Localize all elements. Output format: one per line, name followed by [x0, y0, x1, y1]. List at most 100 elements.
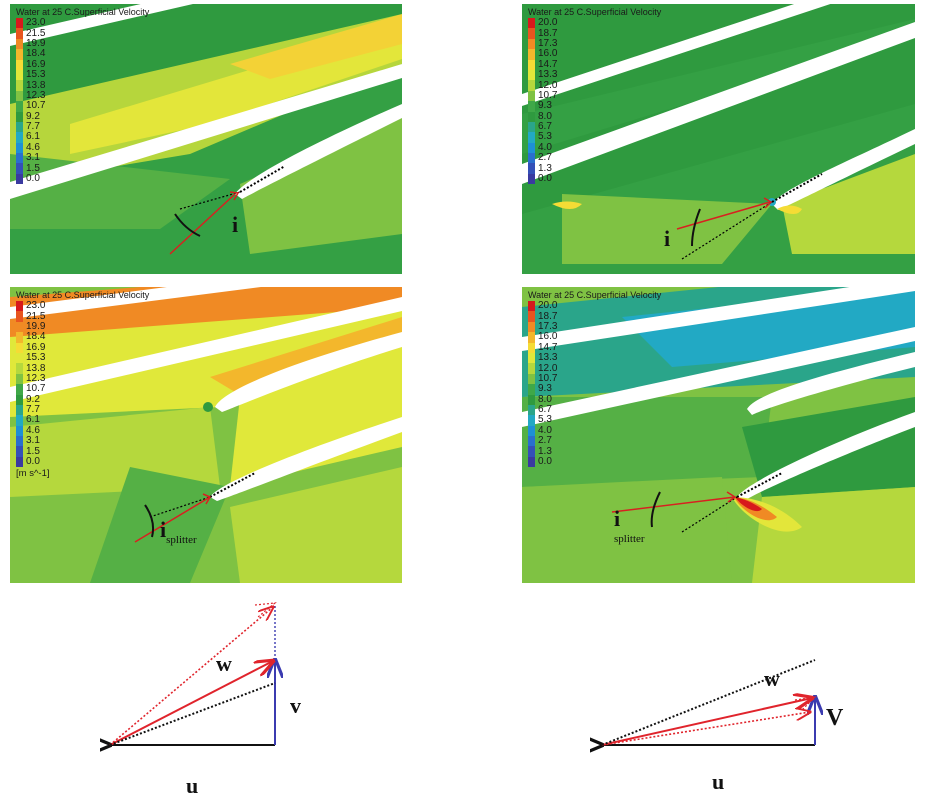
- legend-value: 9.3: [538, 383, 552, 395]
- legend-swatch: [528, 363, 535, 374]
- legend-row: 18.7: [528, 311, 557, 322]
- legend-value: 9.3: [538, 100, 552, 112]
- legend-value: 23.0: [26, 17, 46, 29]
- legend-row: 14.7: [528, 59, 557, 70]
- legend-row: 10.7: [528, 89, 558, 102]
- incidence-angle-label: i: [232, 212, 239, 237]
- legend-value: 12.0: [538, 362, 558, 374]
- legend-swatch: [16, 142, 23, 154]
- legend-swatch: [16, 18, 23, 29]
- legend-swatch: [528, 352, 535, 364]
- legend-swatch: [16, 425, 23, 437]
- legend-value: 8.0: [538, 393, 552, 405]
- legend-value: 15.3: [26, 352, 46, 364]
- legend-swatch: [16, 101, 23, 112]
- legend-unit: [m s^-1]: [16, 468, 50, 480]
- contour-field: [10, 4, 402, 274]
- legend-value: 1.5: [26, 445, 40, 457]
- legend-row: 1.3: [528, 163, 557, 174]
- legend-swatch: [16, 321, 23, 333]
- legend-value: 9.2: [26, 393, 40, 405]
- legend-value: 15.3: [26, 69, 46, 81]
- incidence-angle-label: i splitter: [614, 506, 645, 546]
- legend-swatch: [16, 332, 23, 343]
- legend-swatch: [528, 456, 535, 468]
- velocity-contour-panel-top-right: Water at 25 C.Superficial Velocity 20.0 1…: [522, 4, 915, 274]
- legend-value: 12.3: [26, 89, 46, 101]
- u-label: u: [712, 769, 725, 794]
- legend-value: 5.3: [538, 414, 552, 426]
- legend-swatch: [16, 446, 23, 457]
- legend-row: 0.0: [16, 456, 50, 468]
- incidence-angle-label: isplitter: [160, 517, 197, 546]
- legend-value: 21.5: [26, 27, 46, 39]
- legend-swatch: [528, 394, 535, 405]
- legend-row: 6.1: [16, 132, 45, 143]
- legend-row: 13.3: [528, 352, 558, 364]
- legend-value: 9.2: [26, 110, 40, 122]
- legend-row: 17.3: [528, 321, 557, 333]
- w-vector: [109, 661, 273, 746]
- legend-value: 13.3: [538, 352, 558, 364]
- legend-swatch: [528, 446, 535, 457]
- legend-value: 20.0: [538, 300, 558, 312]
- legend-value: 17.3: [538, 37, 558, 49]
- legend-swatch: [528, 18, 535, 29]
- legend-swatch: [528, 404, 535, 416]
- legend-value: 19.9: [26, 320, 46, 332]
- legend-swatch: [528, 69, 535, 81]
- legend-row: 12.3: [16, 373, 50, 385]
- velocity-triangle-right: [590, 659, 835, 760]
- legend-row: 5.3: [528, 132, 557, 143]
- legend-value: 16.0: [538, 48, 558, 60]
- legend-value: 0.0: [538, 173, 552, 185]
- legend-row: 18.4: [16, 49, 45, 60]
- panel-title: Water at 25 C.Superficial Velocity: [528, 290, 662, 300]
- v-label: V: [826, 705, 844, 731]
- velocity-triangle-left: [100, 602, 340, 760]
- legend-value: 16.0: [538, 331, 558, 343]
- legend-row: 19.9: [16, 320, 50, 333]
- legend-row: 13.8: [16, 80, 45, 91]
- legend-value: 4.6: [26, 424, 40, 436]
- legend-swatch: [528, 425, 535, 437]
- velocity-contour-panel-top-left: Water at 25 C.Superficial Velocity 23.0 2…: [10, 4, 402, 274]
- panel-title: Water at 25 C.Superficial Velocity: [16, 7, 150, 17]
- legend-swatch: [16, 436, 23, 447]
- legend-value: 10.7: [538, 372, 558, 384]
- legend-value: 21.5: [26, 310, 46, 322]
- legend-row: 10.7: [528, 372, 558, 385]
- legend-value: 18.7: [538, 27, 558, 39]
- u-label: u: [186, 773, 199, 798]
- legend-swatch: [528, 332, 535, 343]
- contour-field: [522, 4, 915, 274]
- legend-swatch: [528, 111, 535, 122]
- legend-row: 1.5: [16, 162, 45, 174]
- legend-value: 3.1: [26, 435, 40, 447]
- legend-value: 0.0: [538, 456, 552, 468]
- blade-angle-line: [601, 659, 816, 746]
- legend-swatch: [528, 311, 535, 322]
- legend-row: 0.0: [528, 456, 557, 468]
- legend-value: 10.7: [538, 89, 558, 101]
- legend-swatch: [528, 436, 535, 447]
- legend-row: 16.0: [528, 48, 558, 60]
- legend-value: 1.5: [26, 162, 40, 174]
- legend-row: 21.5: [16, 27, 46, 39]
- legend-swatch: [16, 415, 23, 426]
- legend-value: 12.0: [538, 79, 558, 91]
- legend-row: 12.3: [16, 89, 46, 102]
- legend-value: 1.3: [538, 445, 552, 457]
- incidence-angle-label: i: [664, 226, 671, 251]
- legend-swatch: [16, 404, 23, 416]
- w-vector: [601, 698, 812, 746]
- legend-swatch: [16, 38, 23, 50]
- legend-row: 6.7: [528, 404, 557, 416]
- legend-swatch: [528, 121, 535, 133]
- legend-swatch: [16, 363, 23, 374]
- legend-row: 13.8: [16, 363, 50, 374]
- legend-value: 23.0: [26, 300, 46, 312]
- legend-value: 7.7: [26, 121, 40, 133]
- contour-field: [522, 287, 915, 583]
- legend-swatch: [16, 456, 23, 468]
